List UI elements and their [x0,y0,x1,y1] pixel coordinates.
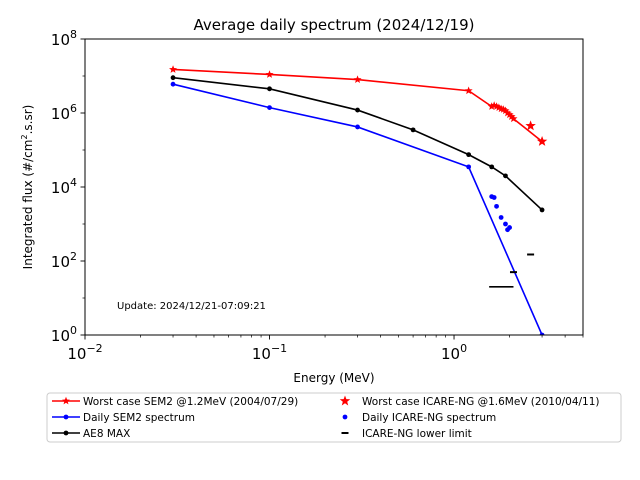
point-marker [503,173,508,179]
x-tick-label: 10−2 [67,342,102,363]
y-axis-label-tail: .s.sr) [21,105,35,135]
point-marker [539,207,545,213]
legend: Worst case SEM2 @1.2MeV (2004/07/29) Dail… [46,392,622,443]
point-marker [355,107,360,113]
x-tick-label: 100 [441,342,467,363]
y-tick-base: 10 [51,31,70,49]
series-2 [170,81,545,335]
point-marker [267,86,272,92]
y-tick-exp: 4 [70,176,77,189]
y-tick-base: 10 [51,253,70,271]
point-marker [466,152,472,158]
legend-entry: Worst case ICARE-NG @1.6MeV (2010/04/11) [339,395,600,408]
y-tick-exp: 8 [70,28,77,41]
y-tick-base: 10 [51,327,70,345]
star-marker [169,65,178,73]
point-marker [63,414,69,420]
legend-label: Daily ICARE-NG spectrum [362,412,496,424]
point-marker [466,164,472,170]
point-marker [410,127,416,133]
series-line [172,76,543,211]
x-tick-base: 10 [67,345,86,363]
point-marker [489,164,495,170]
star-marker [487,102,496,110]
x-axis-label: Energy (MeV) [293,371,374,385]
star-marker [505,110,514,119]
y-tick-base: 10 [51,105,70,123]
series-group [169,65,548,335]
point-marker [507,225,512,230]
legend-label: Worst case SEM2 @1.2MeV (2004/07/29) [83,396,298,408]
legend-entry: Worst case SEM2 @1.2MeV (2004/07/29) [52,396,298,408]
star-marker [509,114,518,123]
legend-entry: Daily ICARE-NG spectrum [342,412,496,424]
legend-entry: AE8 MAX [52,428,130,440]
x-tick-label: 10−1 [252,342,287,363]
legend-label: Worst case ICARE-NG @1.6MeV (2010/04/11) [362,396,600,408]
point-marker [491,195,497,200]
point-marker [342,414,348,420]
y-tick-label: 106 [51,102,77,123]
star-marker [494,103,503,111]
y-tick-label: 104 [51,176,77,197]
series-4 [525,120,548,146]
legend-entry: Daily SEM2 spectrum [52,412,195,424]
star-marker [492,102,501,110]
star-marker [265,70,274,78]
star-marker [525,120,536,131]
series-6 [509,253,535,274]
star-marker [353,75,362,83]
y-tick-label: 108 [51,28,77,49]
x-axis: 10−2 10−1 100 [67,335,584,363]
legend-label: Daily SEM2 spectrum [83,412,195,424]
update-annotation: Update: 2024/12/21-07:09:21 [117,301,266,312]
point-marker [503,221,508,227]
y-tick-exp: 0 [70,324,77,337]
point-marker [170,81,176,87]
x-tick-exp: 0 [460,342,467,355]
point-marker [539,332,545,335]
x-tick-exp: −1 [271,342,287,355]
series-5 [489,194,512,233]
y-tick-base: 10 [51,179,70,197]
point-marker [498,215,504,220]
x-tick-base: 10 [252,345,271,363]
point-marker [267,105,272,110]
y-tick-exp: 6 [70,102,77,115]
x-tick-exp: −2 [86,342,102,355]
y-tick-label: 102 [51,250,77,271]
x-tick-base: 10 [441,345,460,363]
legend-entry: ICARE-NG lower limit [341,428,472,440]
star-marker [499,105,508,113]
legend-label: ICARE-NG lower limit [362,428,472,440]
star-marker [490,101,499,109]
star-marker [507,112,516,120]
point-marker [355,124,360,130]
star-marker [536,135,548,146]
star-marker [501,106,510,115]
star-marker [503,108,512,117]
legend-label: AE8 MAX [83,428,130,440]
y-axis-label-main: Integrated flux (#/cm [21,140,35,270]
point-marker [63,430,69,436]
y-tick-exp: 2 [70,250,77,263]
point-marker [494,203,499,209]
plot-area [84,38,584,336]
y-axis-label-sup: 2 [20,134,29,139]
series-3 [170,75,545,213]
y-tick-label: 100 [51,324,77,345]
chart-title: Average daily spectrum (2024/12/19) [194,16,475,34]
star-marker [464,86,473,95]
point-marker [170,75,176,81]
y-axis-label: Integrated flux (#/cm2.s.sr) [20,105,35,270]
star-marker [62,396,70,405]
star-marker [339,395,351,406]
